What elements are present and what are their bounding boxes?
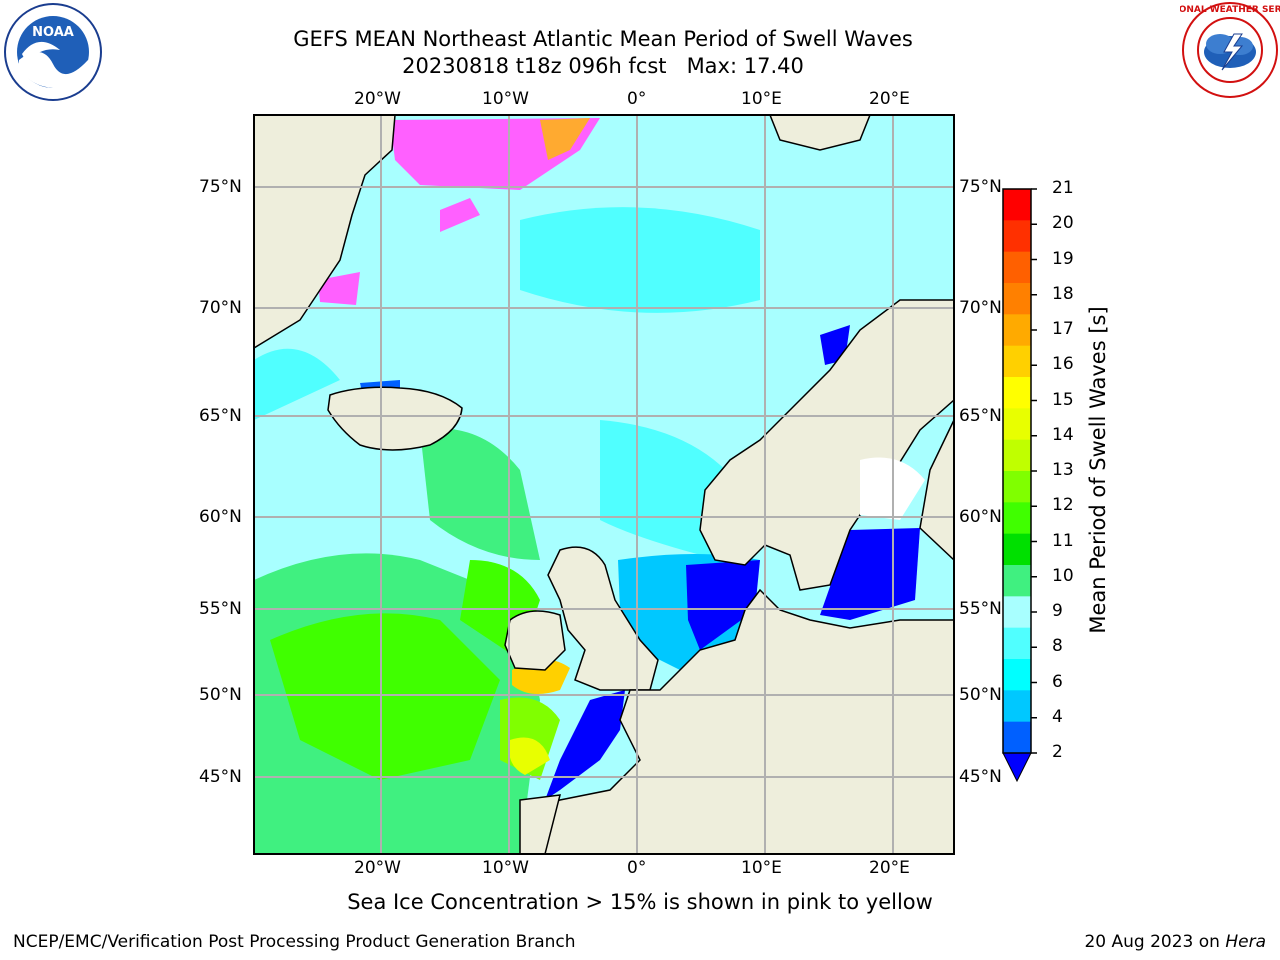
lat-label-right-55n: 55°N [959, 599, 1002, 619]
graticule [254, 115, 954, 854]
colorbar-tick-label: 13 [1052, 460, 1074, 480]
colorbar-tick-label: 19 [1052, 248, 1074, 269]
colorbar-segment [1003, 471, 1031, 503]
colorbar-tick-label: 16 [1052, 354, 1074, 375]
lon-label-bottom-10w: 10°W [482, 858, 529, 878]
lat-label-left-45n: 45°N [199, 767, 242, 787]
lat-label-left-55n: 55°N [199, 599, 242, 619]
colorbar-segment [1003, 690, 1031, 723]
noaa-logo-text: NOAA [32, 25, 74, 40]
colorbar-segment [1003, 345, 1031, 378]
colorbar-tick-label: 2 [1052, 742, 1063, 762]
footer-host: Hera [1225, 932, 1266, 952]
nws-logo-text: NATIONAL WEATHER SERVICE [1180, 5, 1280, 15]
lon-label-bottom-10e: 10°E [741, 858, 782, 878]
colorbar-tick-label: 21 [1052, 178, 1074, 198]
colorbar-segment [1003, 659, 1031, 691]
colorbar-tick-label: 4 [1052, 706, 1063, 727]
colorbar-segment [1003, 565, 1031, 597]
colorbar-tick-label: 17 [1052, 319, 1074, 339]
lat-label-left-75n: 75°N [199, 177, 242, 197]
footer-date-text: 20 Aug 2023 on [1084, 932, 1220, 952]
lat-label-right-60n: 60°N [959, 507, 1002, 527]
greenland [254, 115, 396, 349]
lon-label-bottom-20e: 20°E [869, 858, 910, 878]
colorbar-segment [1003, 596, 1031, 629]
lat-label-left-50n: 50°N [199, 685, 242, 705]
nws-logo: NATIONAL WEATHER SERVICE [1180, 2, 1280, 98]
footer-credit: NCEP/EMC/Verification Post Processing Pr… [13, 932, 576, 952]
footer-date: 20 Aug 2023 on Hera [1084, 932, 1266, 952]
lat-label-left-65n: 65°N [199, 406, 242, 426]
colorbar-tick-label: 9 [1052, 601, 1063, 621]
lon-label-top-20e: 20°E [869, 89, 910, 109]
map-frame [253, 114, 955, 855]
sea-ice-caption: Sea Ice Concentration > 15% is shown in … [347, 890, 933, 914]
colorbar-segment [1003, 627, 1031, 660]
svalbard [769, 115, 871, 151]
lat-label-right-50n: 50°N [959, 685, 1002, 705]
colorbar-segment [1003, 533, 1031, 566]
lon-label-bottom-20w: 20°W [354, 858, 401, 878]
colorbar-segment [1003, 377, 1031, 409]
colorbar-segment [1003, 439, 1031, 472]
colorbar-tick-label: 12 [1052, 495, 1074, 516]
colorbar-tick-label: 18 [1052, 283, 1074, 304]
colorbar-segment [1003, 502, 1031, 535]
finland-baltic [919, 419, 954, 562]
lat-label-right-45n: 45°N [959, 767, 1002, 787]
noaa-logo: NOAA [4, 3, 102, 101]
iberia-coast [519, 794, 561, 854]
lat-label-right-65n: 65°N [959, 406, 1002, 426]
colorbar-segment [1003, 220, 1031, 253]
lat-label-right-70n: 70°N [959, 298, 1002, 318]
iceland [327, 386, 463, 451]
colorbar-segment [1003, 251, 1031, 284]
lon-label-top-0: 0° [627, 89, 647, 109]
colorbar-tick-label: 14 [1052, 424, 1074, 445]
lat-label-left-60n: 60°N [199, 507, 242, 527]
colorbar-tick-label: 15 [1052, 389, 1074, 410]
colorbar-tick-label: 20 [1052, 213, 1074, 234]
colorbar-segment [1003, 189, 1031, 221]
lon-label-bottom-0: 0° [627, 858, 647, 878]
great-britain [547, 546, 659, 691]
colorbar-segment [1003, 283, 1031, 315]
colorbar-tick-label: 6 [1052, 671, 1063, 692]
colorbar-segment [1003, 408, 1031, 441]
lon-label-top-20w: 20°W [354, 89, 401, 109]
colorbar [1002, 188, 1037, 783]
lat-label-left-70n: 70°N [199, 298, 242, 318]
colorbar-label: Mean Period of Swell Waves [s] [1086, 306, 1110, 634]
colorbar-tick-label: 8 [1052, 636, 1063, 657]
lon-label-top-10w: 10°W [482, 89, 529, 109]
colorbar-segment [1003, 314, 1031, 347]
map-title-line1: GEFS MEAN Northeast Atlantic Mean Period… [293, 27, 913, 51]
ireland [504, 610, 566, 671]
colorbar-tick-label: 11 [1052, 530, 1074, 551]
map-plot-area [254, 115, 954, 854]
map-title-line2: 20230818 t18z 096h fcst Max: 17.40 [402, 54, 804, 78]
colorbar-tick-label: 10 [1052, 565, 1074, 586]
lat-label-right-75n: 75°N [959, 177, 1002, 197]
colorbar-segment [1003, 721, 1031, 754]
lon-label-top-10e: 10°E [741, 89, 782, 109]
colorbar-under-extension [1002, 752, 1032, 783]
